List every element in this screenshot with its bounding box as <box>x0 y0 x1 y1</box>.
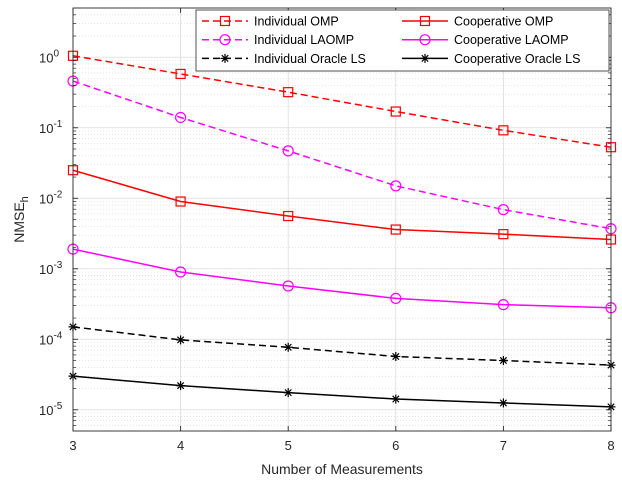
y-tick-label: 10-5 <box>39 401 63 418</box>
x-tick-label: 3 <box>69 438 76 453</box>
data-point-square <box>498 229 509 240</box>
data-point-circle <box>175 111 187 124</box>
y-tick-exponent: -3 <box>53 260 62 271</box>
data-point-circle <box>219 34 231 46</box>
x-tick-label: 4 <box>177 438 184 453</box>
data-point-asterisk <box>391 394 401 404</box>
legend-item: Cooperative LAOMP <box>402 33 569 47</box>
x-tick-label: 7 <box>500 438 507 453</box>
series-line <box>72 375 612 408</box>
y-tick-base: 10 <box>39 191 53 206</box>
y-tick-base: 10 <box>39 50 53 65</box>
legend-label: Cooperative LAOMP <box>454 33 569 47</box>
data-point-asterisk <box>498 398 508 408</box>
y-tick-base: 10 <box>39 121 53 136</box>
y-tick-exponent: -4 <box>53 330 62 341</box>
series-line <box>72 326 612 366</box>
legend-box <box>195 9 610 72</box>
y-tick-label: 100 <box>39 48 59 65</box>
data-point-asterisk <box>283 388 293 398</box>
legend-label: Cooperative OMP <box>454 15 553 29</box>
legend-label: Individual Oracle LS <box>254 52 366 66</box>
data-point-square <box>498 125 509 136</box>
legend-item: Cooperative Oracle LS <box>402 52 580 66</box>
y-axis-title-main: NMSE <box>11 202 27 242</box>
legend-item: Individual Oracle LS <box>202 52 366 66</box>
series-cooperative-laomp <box>67 243 617 314</box>
data-point-circle <box>390 292 402 305</box>
legend-item: Individual OMP <box>202 15 339 29</box>
y-tick-base: 10 <box>39 262 53 277</box>
legend-label: Individual LAOMP <box>254 33 354 47</box>
data-point-square <box>175 68 186 80</box>
axes <box>72 7 612 432</box>
y-tick-exponent: -2 <box>53 189 62 200</box>
data-point-circle <box>175 266 187 278</box>
data-point-circle <box>497 204 509 216</box>
y-tick-exponent: 0 <box>53 48 59 59</box>
y-tick-base: 10 <box>39 332 53 347</box>
data-point-square <box>419 15 431 27</box>
legend-label: Individual OMP <box>254 15 339 29</box>
series-line <box>72 248 612 309</box>
data-point-square <box>175 196 186 207</box>
data-point-asterisk <box>391 351 401 361</box>
plot-area <box>73 8 611 431</box>
legend-item: Cooperative OMP <box>402 15 553 29</box>
data-point-circle <box>282 280 294 292</box>
series-line <box>72 169 612 241</box>
legend: Individual OMP Cooperative OMP Individual … <box>195 9 610 72</box>
y-tick-label: 10-4 <box>39 330 63 347</box>
y-tick-label: 10-2 <box>39 189 63 206</box>
data-point-asterisk <box>498 356 508 365</box>
data-point-circle <box>497 299 509 311</box>
data-point-square <box>390 106 401 117</box>
data-point-asterisk <box>176 381 186 391</box>
x-axis-title: Number of Measurements <box>261 461 423 477</box>
data-point-asterisk <box>176 335 186 345</box>
data-point-circle <box>390 180 402 192</box>
data-point-circle <box>419 34 431 46</box>
series-line <box>72 55 612 148</box>
data-point-asterisk <box>420 53 430 63</box>
series-line <box>72 80 612 230</box>
y-axis-title: NMSEh <box>11 196 31 243</box>
y-axis-title-subscript: h <box>19 196 31 202</box>
legend-item: Individual LAOMP <box>202 33 354 47</box>
x-tick-label: 6 <box>392 438 399 453</box>
data-point-square <box>390 224 401 235</box>
data-point-square <box>283 210 294 222</box>
y-tick-exponent: -1 <box>53 119 62 130</box>
x-tick-label: 5 <box>285 438 292 453</box>
data-point-asterisk <box>283 342 293 352</box>
x-tick-label: 8 <box>607 438 614 453</box>
data-point-square <box>283 87 294 98</box>
y-tick-exponent: -5 <box>53 401 62 412</box>
data-point-circle <box>282 145 294 157</box>
y-tick-label: 10-1 <box>39 119 63 136</box>
data-point-asterisk <box>220 53 230 63</box>
y-tick-label: 10-3 <box>39 260 63 277</box>
y-tick-base: 10 <box>39 403 53 418</box>
data-point-square <box>219 15 231 27</box>
legend-label: Cooperative Oracle LS <box>454 52 580 66</box>
